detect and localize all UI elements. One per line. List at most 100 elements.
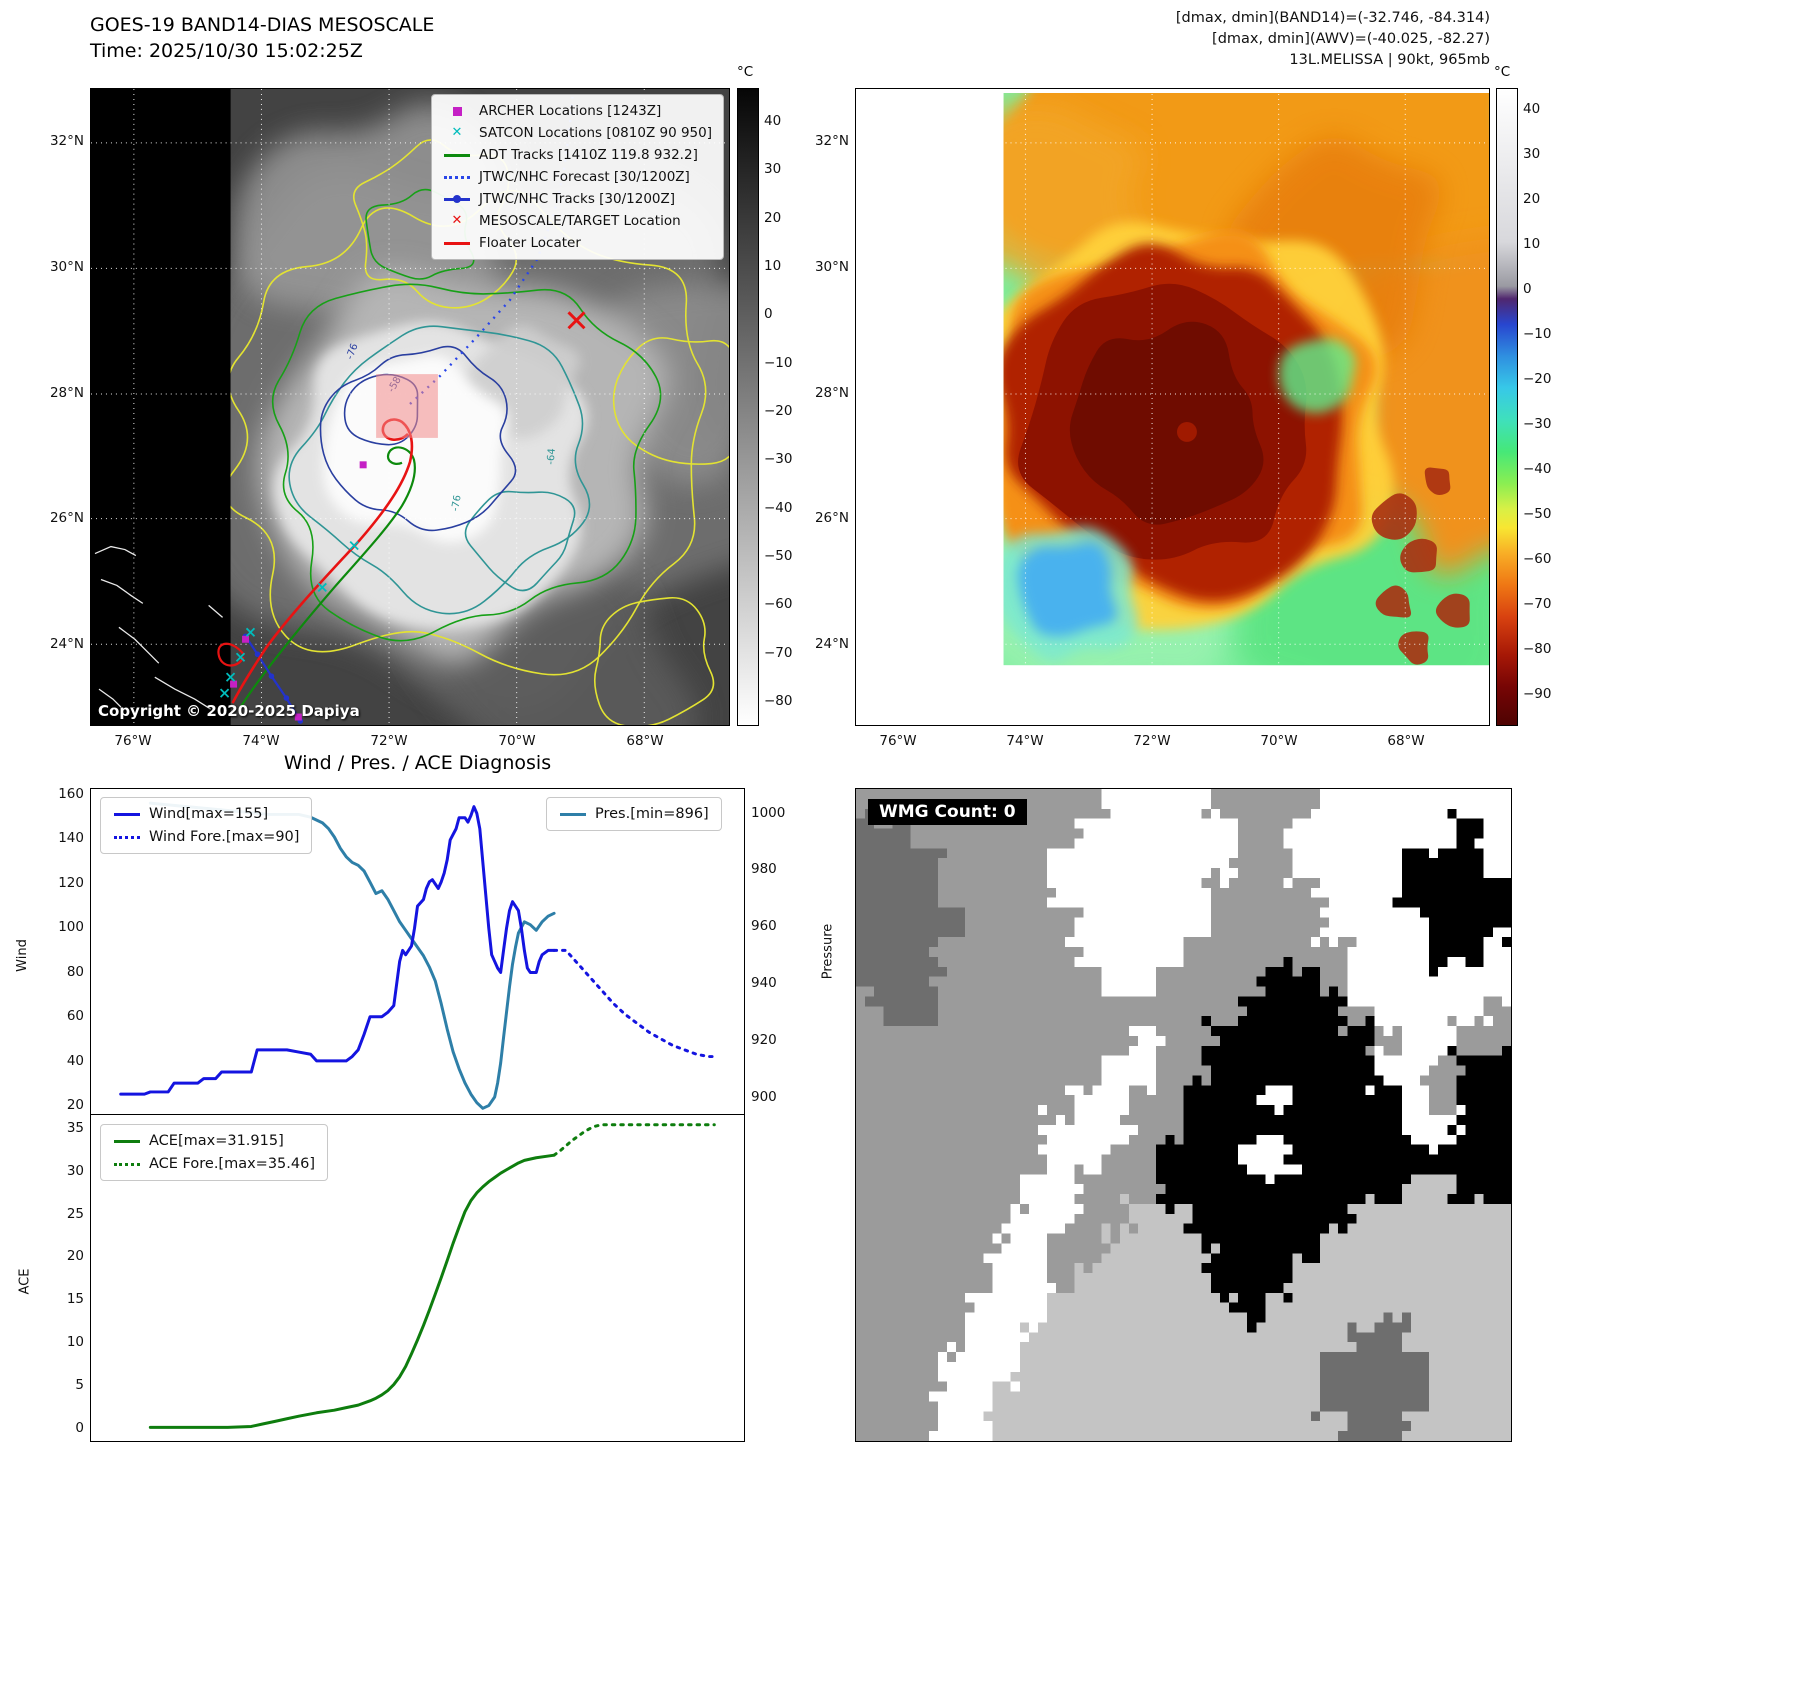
mesoscale-target-box: [376, 374, 438, 438]
ace-ytick: 10: [66, 1334, 84, 1351]
pressure-ytick: 980: [751, 861, 777, 878]
awv-satellite-image: [856, 89, 1489, 725]
wind-ytick: 40: [66, 1052, 84, 1069]
legend-label: JTWC/NHC Forecast [30/1200Z]: [479, 169, 690, 185]
dotted-marker-icon: [443, 170, 471, 184]
legend-item: JTWC/NHC Forecast [30/1200Z]: [443, 169, 712, 185]
contour-label: -76: [450, 494, 464, 512]
awv-colorbar: [1496, 88, 1518, 726]
awv-colorbar-tick: 40: [1523, 101, 1541, 118]
band14-title: GOES-19 BAND14-DIAS MESOSCALE: [90, 14, 435, 36]
archer-marker: [294, 713, 302, 721]
legend-item: Wind Fore.[max=90]: [113, 829, 299, 845]
ace-axis-label: ACE: [17, 1268, 33, 1295]
satcon-marker: [245, 627, 256, 637]
pressure-line-icon: [559, 807, 587, 821]
awv-colorbar-tick: −10: [1523, 326, 1552, 343]
pressure-ytick: 900: [751, 1088, 777, 1105]
archer-marker: [359, 461, 367, 469]
tr-lat-tick: 32°N: [814, 133, 849, 149]
legend-label: ACE Fore.[max=35.46]: [149, 1156, 315, 1172]
legend-item: ACE[max=31.915]: [113, 1133, 315, 1149]
awv-colorbar-tick: 10: [1523, 236, 1541, 253]
legend-label: Pres.[min=896]: [595, 806, 709, 822]
band14-colorbar-tick: −40: [764, 499, 793, 516]
ace-ytick: 30: [66, 1162, 84, 1179]
legend-label: JTWC/NHC Tracks [30/1200Z]: [479, 191, 676, 207]
wmg-map: [856, 789, 1511, 1441]
satcon-marker: [317, 582, 327, 593]
band14-colorbar-unit: °C: [737, 64, 754, 80]
legend-label: Floater Locater: [479, 235, 581, 251]
pressure-axis-label: Pressure: [820, 923, 836, 980]
wind-ytick: 100: [58, 919, 84, 936]
ace-ytick: 5: [75, 1377, 84, 1394]
tl-lon-tick: 74°W: [242, 733, 280, 749]
legend-item: ADT Tracks [1410Z 119.8 932.2]: [443, 147, 712, 163]
band14-colorbar-tick: −20: [764, 402, 793, 419]
tr-lat-tick: 30°N: [814, 259, 849, 275]
storm-info-block: [dmax, dmin](BAND14)=(-32.746, -84.314) …: [955, 8, 1490, 71]
tr-lon-tick: 74°W: [1006, 733, 1044, 749]
awv-colorbar-tick: 30: [1523, 146, 1541, 163]
legend-item: JTWC/NHC Tracks [30/1200Z]: [443, 191, 712, 207]
wind-ytick: 160: [58, 785, 84, 802]
wind-legend: Wind[max=155] Wind Fore.[max=90]: [100, 797, 313, 854]
legend-label: Wind[max=155]: [149, 806, 269, 822]
contour-label: -76: [345, 342, 361, 361]
band14-colorbar: [737, 88, 759, 726]
legend-item: ✕ MESOSCALE/TARGET Location: [443, 213, 712, 229]
target-location-marker: [567, 311, 586, 330]
legend-item: Floater Locater: [443, 235, 712, 251]
band14-colorbar-tick: −60: [764, 596, 793, 613]
awv-colorbar-tick: −90: [1523, 685, 1552, 702]
tl-lon-tick: 70°W: [498, 733, 536, 749]
legend-label: ACE[max=31.915]: [149, 1133, 284, 1149]
wmg-panel: WMG Count: 0: [855, 788, 1512, 1442]
tr-lat-tick: 24°N: [814, 636, 849, 652]
dmax-dmin-awv: [dmax, dmin](AWV)=(-40.025, -82.27): [1212, 31, 1490, 47]
band14-colorbar-tick: 40: [764, 112, 782, 129]
copyright-text: Copyright © 2020-2025 Dapiya: [98, 702, 360, 720]
band14-colorbar-tick: −70: [764, 644, 793, 661]
wind-ytick: 120: [58, 874, 84, 891]
forecast-track-line: [409, 96, 574, 405]
ace-ytick: 15: [66, 1291, 84, 1308]
tl-lat-tick: 26°N: [49, 510, 84, 526]
awv-colorbar-tick: −20: [1523, 371, 1552, 388]
awv-satellite-panel: [855, 88, 1490, 726]
coastlines: [94, 545, 224, 710]
tr-lon-tick: 76°W: [879, 733, 917, 749]
line-marker-icon: [443, 236, 471, 250]
diagnosis-title: Wind / Pres. / ACE Diagnosis: [283, 752, 552, 774]
ace-ytick: 20: [66, 1248, 84, 1265]
ace-ytick: 0: [75, 1420, 84, 1437]
band14-colorbar-tick: 30: [764, 161, 782, 178]
satcon-marker: [219, 688, 230, 698]
band14-colorbar-tick: 10: [764, 257, 782, 274]
awv-colorbar-tick: −30: [1523, 415, 1552, 432]
band14-colorbar-tick: −30: [764, 451, 793, 468]
series-line: [148, 801, 556, 1110]
pressure-legend: Pres.[min=896]: [546, 797, 722, 831]
square-marker-icon: [443, 104, 471, 118]
tr-lon-tick: 68°W: [1387, 733, 1425, 749]
wind-ytick: 140: [58, 830, 84, 847]
archer-marker: [230, 680, 238, 688]
tr-lon-tick: 72°W: [1133, 733, 1171, 749]
legend-item: ARCHER Locations [1243Z]: [443, 103, 712, 119]
ace-legend: ACE[max=31.915] ACE Fore.[max=35.46]: [100, 1124, 328, 1181]
tr-lat-tick: 28°N: [814, 385, 849, 401]
awv-colorbar-tick: 20: [1523, 191, 1541, 208]
band14-time: Time: 2025/10/30 15:02:25Z: [90, 40, 363, 62]
legend-item: ✕ SATCON Locations [0810Z 90 950]: [443, 125, 712, 141]
map-legend: ARCHER Locations [1243Z] ✕ SATCON Location…: [431, 94, 724, 260]
wind-ytick: 20: [66, 1097, 84, 1114]
band14-colorbar-tick: −80: [764, 692, 793, 709]
wind-line-icon: [113, 807, 141, 821]
legend-item: ACE Fore.[max=35.46]: [113, 1156, 315, 1172]
pressure-ytick: 940: [751, 975, 777, 992]
wind-axis-label: Wind: [14, 939, 30, 972]
contour-label: -64: [546, 448, 558, 465]
